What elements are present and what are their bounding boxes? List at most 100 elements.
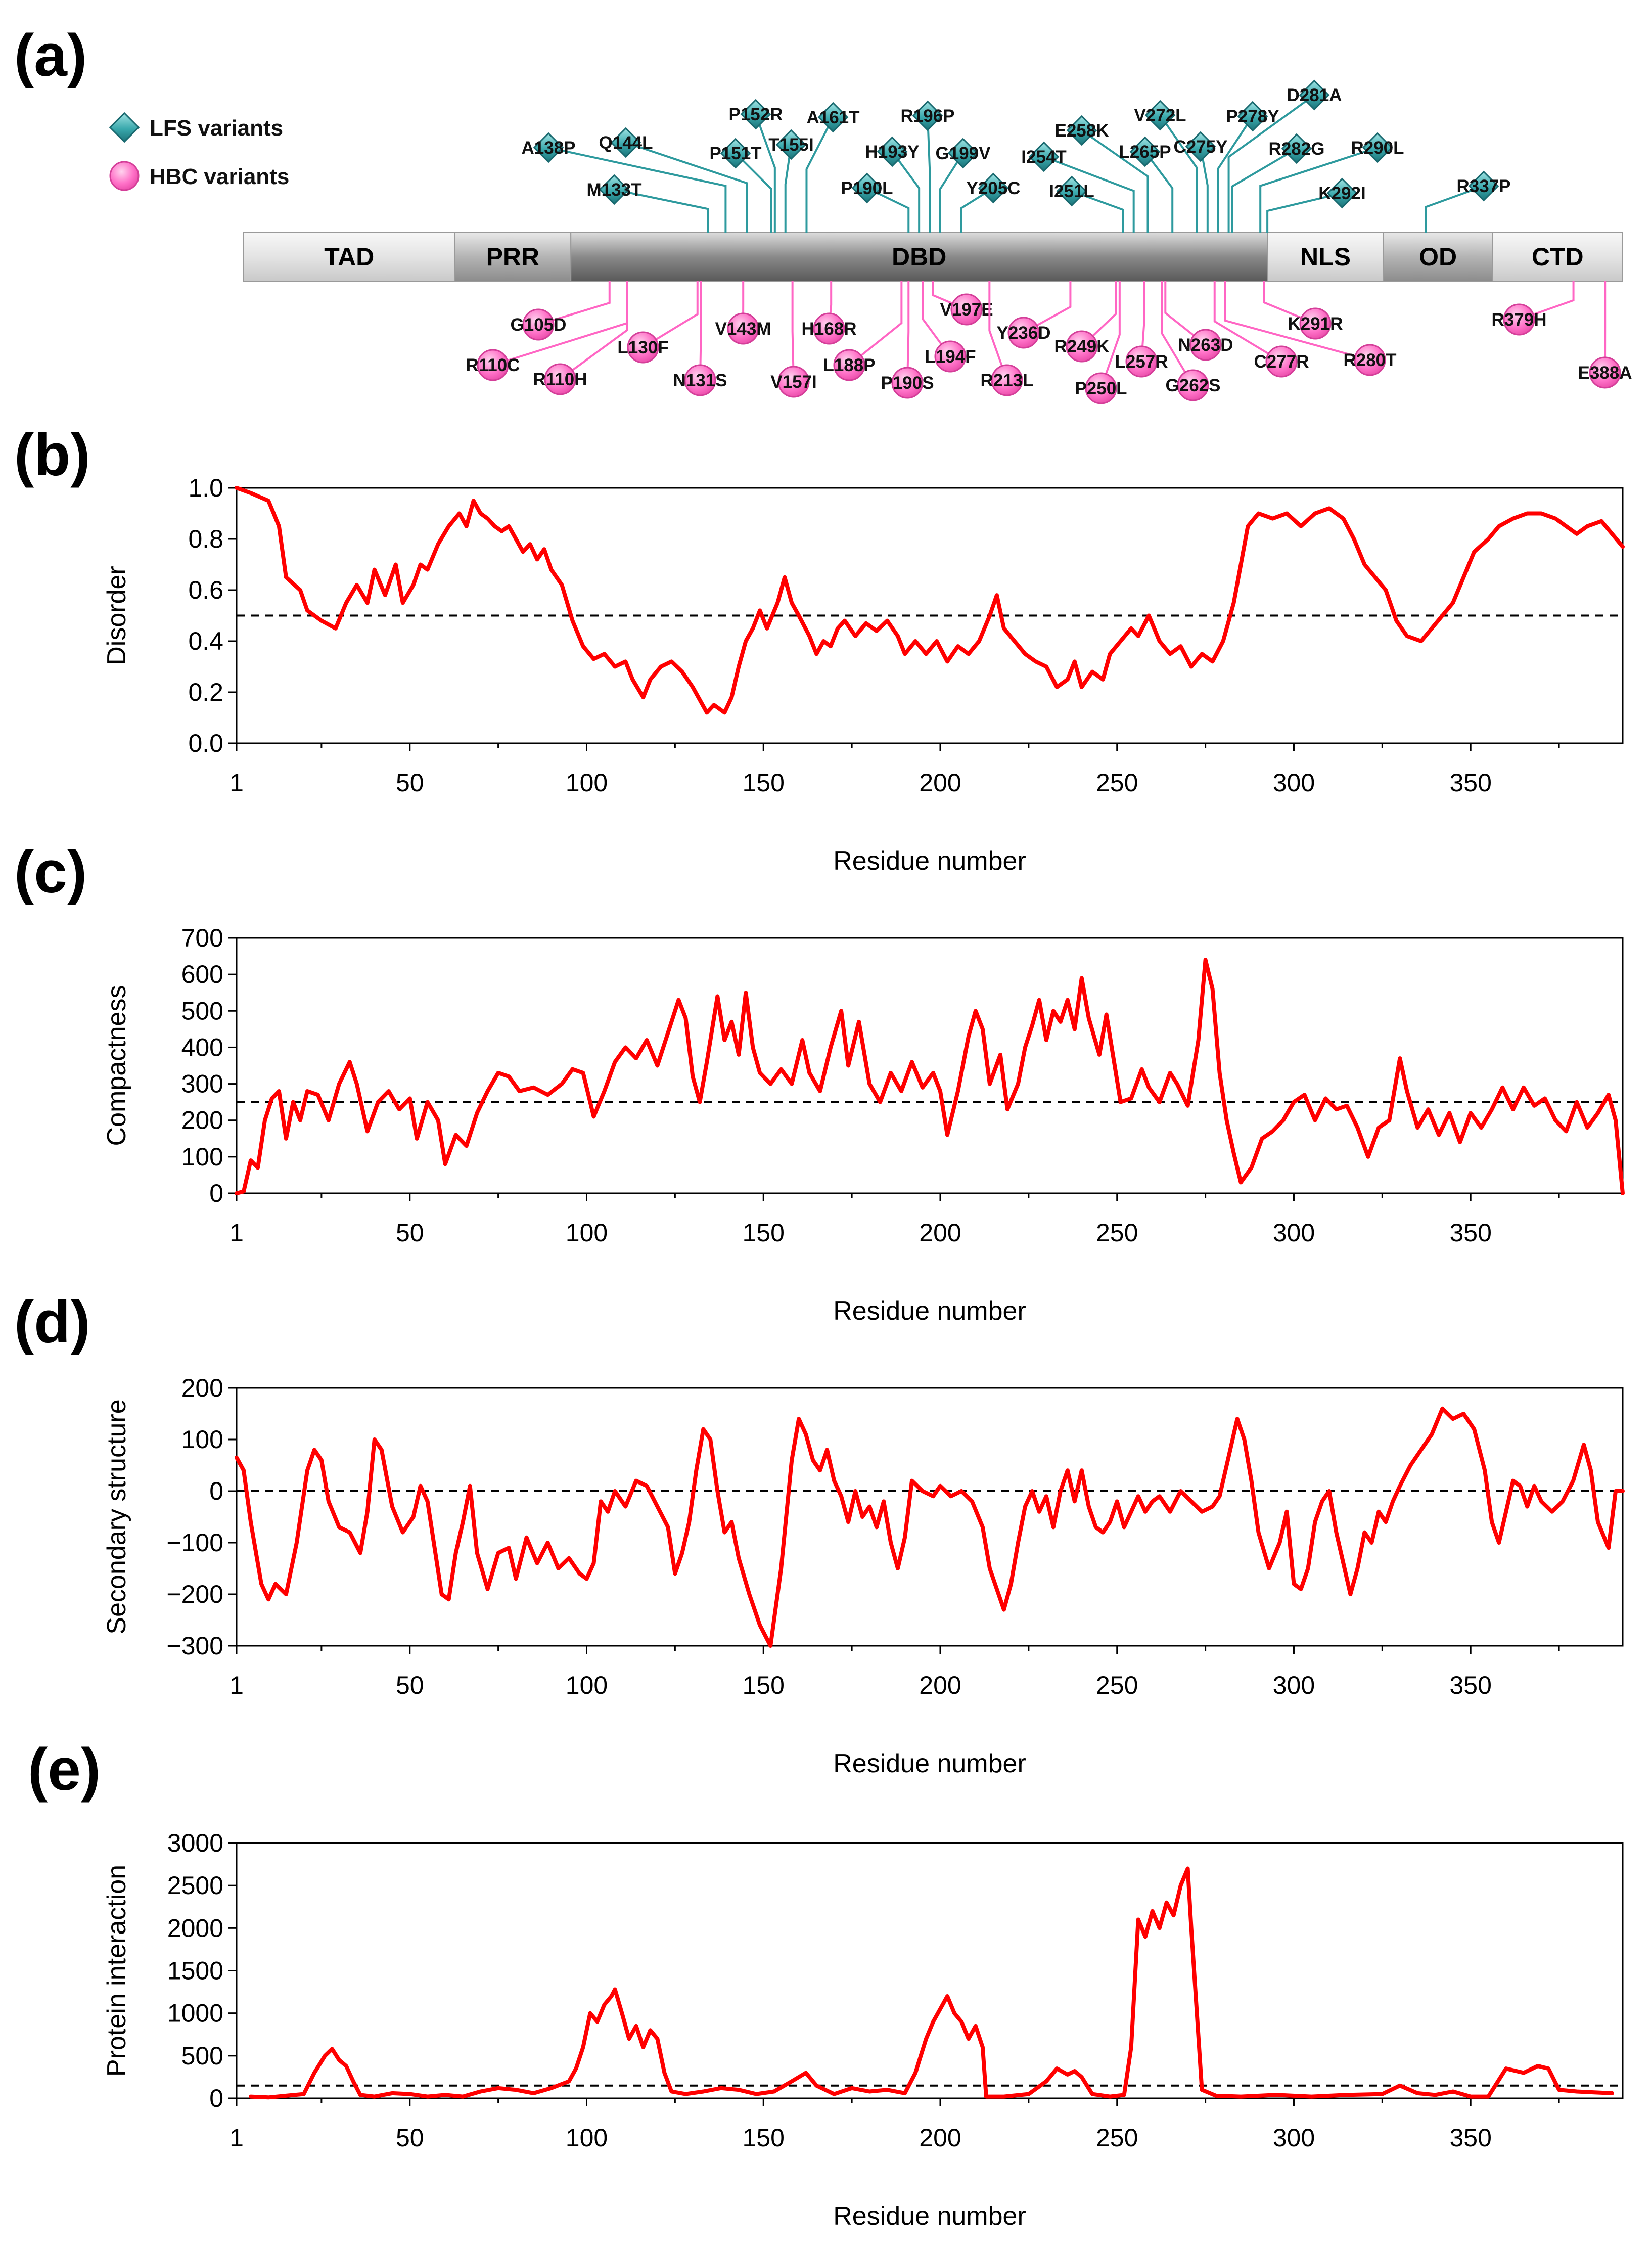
x-axis-title: Residue number	[833, 2201, 1026, 2231]
hbc-circle-icon	[1589, 356, 1621, 389]
y-tick-label: 100	[181, 1143, 223, 1171]
domain-label: CTD	[1532, 243, 1584, 271]
plot-frame	[236, 1842, 1624, 2099]
domain-box	[243, 232, 455, 282]
lfs-variant-i254t: I254T	[1021, 141, 1135, 233]
x-tick-label: 50	[396, 1671, 424, 1699]
lfs-legend-icon	[109, 112, 140, 143]
hbc-variant-r379h: R379H	[1492, 281, 1575, 336]
lfs-diamond-icon	[1129, 136, 1161, 167]
hbc-variant-n263d: N263D	[1164, 281, 1233, 361]
lfs-variant-label: H193Y	[865, 142, 919, 162]
legend-lfs-label: LFS variants	[150, 116, 283, 141]
y-tick-label: 0.8	[188, 525, 223, 553]
y-axis-title: Protein interaction	[102, 1865, 131, 2077]
x-axis-title: Residue number	[833, 1749, 1026, 1778]
lfs-variant-label: E258K	[1054, 121, 1109, 141]
lfs-variant-y205c: Y205C	[960, 172, 1021, 233]
x-tick-label: 350	[1450, 1219, 1492, 1247]
y-tick-label: −100	[166, 1528, 223, 1557]
hbc-variant-label: G262S	[1166, 376, 1221, 395]
hbc-variant-v197e: V197E	[932, 281, 993, 326]
lfs-connector	[1071, 190, 1124, 233]
y-tick-label: 400	[181, 1033, 223, 1061]
domain-od: OD	[1383, 232, 1493, 282]
domain-map: TAD PRR DBD NLS OD CTD	[243, 232, 1624, 282]
lfs-variant-label: L265P	[1119, 142, 1171, 162]
lfs-connector	[755, 114, 776, 233]
lfs-diamond-icon	[817, 102, 849, 133]
hbc-connector	[642, 281, 699, 348]
domain-label: TAD	[324, 243, 374, 271]
x-tick-label: 100	[566, 1671, 608, 1699]
hbc-variant-label: R213L	[980, 371, 1033, 390]
hbc-variant-r110h: R110H	[533, 281, 628, 395]
hbc-variant-label: N263D	[1178, 335, 1233, 355]
x-tick-label: 300	[1273, 1219, 1315, 1247]
panel-label-c: (c)	[14, 839, 87, 906]
hbc-variant-label: N131S	[673, 371, 727, 390]
hbc-variant-label: L257R	[1115, 352, 1168, 372]
hbc-circle-icon	[1299, 307, 1332, 340]
y-tick-label: 3000	[167, 1829, 223, 1857]
hbc-variant-label: K291R	[1288, 314, 1343, 334]
lfs-variant-label: Q144L	[599, 133, 653, 153]
hbc-variant-g105d: G105D	[511, 281, 611, 341]
hbc-variant-l130f: L130F	[617, 281, 699, 364]
y-tick-label: 0.6	[188, 576, 223, 604]
lfs-connector	[927, 115, 931, 233]
domain-box	[1492, 232, 1624, 282]
lfs-diamond-icon	[1144, 100, 1176, 131]
lfs-variant-label: I254T	[1021, 147, 1067, 167]
y-axis-title: Compactness	[102, 985, 131, 1146]
hbc-variant-e388a: E388A	[1578, 281, 1632, 389]
series-line-disorder	[235, 486, 1625, 715]
hbc-variant-label: L194F	[925, 347, 976, 367]
x-tick-label: 100	[566, 2124, 608, 2152]
lfs-connector	[1259, 147, 1378, 233]
hbc-circle-icon	[1189, 329, 1222, 361]
lfs-diamond-icon	[877, 136, 908, 167]
hbc-variant-n131s: N131S	[673, 281, 727, 396]
lfs-diamond-icon	[610, 127, 641, 158]
hbc-circle-icon	[522, 308, 555, 341]
x-tick-label: 200	[919, 1219, 961, 1247]
hbc-circle-icon	[1354, 344, 1386, 376]
lfs-variant-d281a: D281A	[1227, 79, 1342, 233]
lfs-variant-label: R290L	[1351, 138, 1404, 158]
lfs-connector	[960, 187, 994, 233]
hbc-variant-p190s: P190S	[881, 281, 934, 399]
x-tick-label: 1	[230, 1219, 244, 1247]
x-tick-label: 1	[230, 769, 244, 797]
hbc-variant-y236d: Y236D	[996, 281, 1072, 349]
lfs-variant-label: I251L	[1049, 182, 1094, 201]
y-tick-label: 1.0	[188, 474, 223, 502]
hbc-circle-icon	[1503, 303, 1535, 336]
lfs-variant-label: P278Y	[1226, 107, 1279, 126]
panel-label-d: (d)	[14, 1289, 90, 1356]
panel-label-e: (e)	[28, 1736, 101, 1803]
x-tick-label: 50	[396, 1219, 424, 1247]
hbc-connector	[1023, 281, 1072, 334]
hbc-connector	[1263, 281, 1316, 325]
hbc-connector	[1161, 281, 1194, 386]
lfs-variant-label: P152R	[728, 105, 783, 124]
hbc-circle-icon	[1265, 345, 1298, 378]
series-line-secondary-structure	[235, 1406, 1625, 1648]
lfs-variant-p278y: P278Y	[1217, 101, 1279, 233]
lfs-diamond-icon	[1362, 132, 1393, 163]
y-tick-label: −300	[166, 1632, 223, 1660]
lfs-diamond-icon	[1185, 131, 1216, 162]
lfs-variant-c275y: C275Y	[1173, 131, 1228, 233]
hbc-legend-icon	[109, 161, 140, 191]
hbc-circle-icon	[934, 340, 967, 373]
domain-box	[1267, 232, 1384, 282]
hbc-variant-p250l: P250L	[1075, 281, 1127, 404]
x-tick-label: 50	[396, 769, 424, 797]
lfs-variant-label: R337P	[1456, 176, 1510, 196]
hbc-connector	[906, 281, 910, 383]
lfs-variant-v272l: V272L	[1134, 100, 1198, 233]
